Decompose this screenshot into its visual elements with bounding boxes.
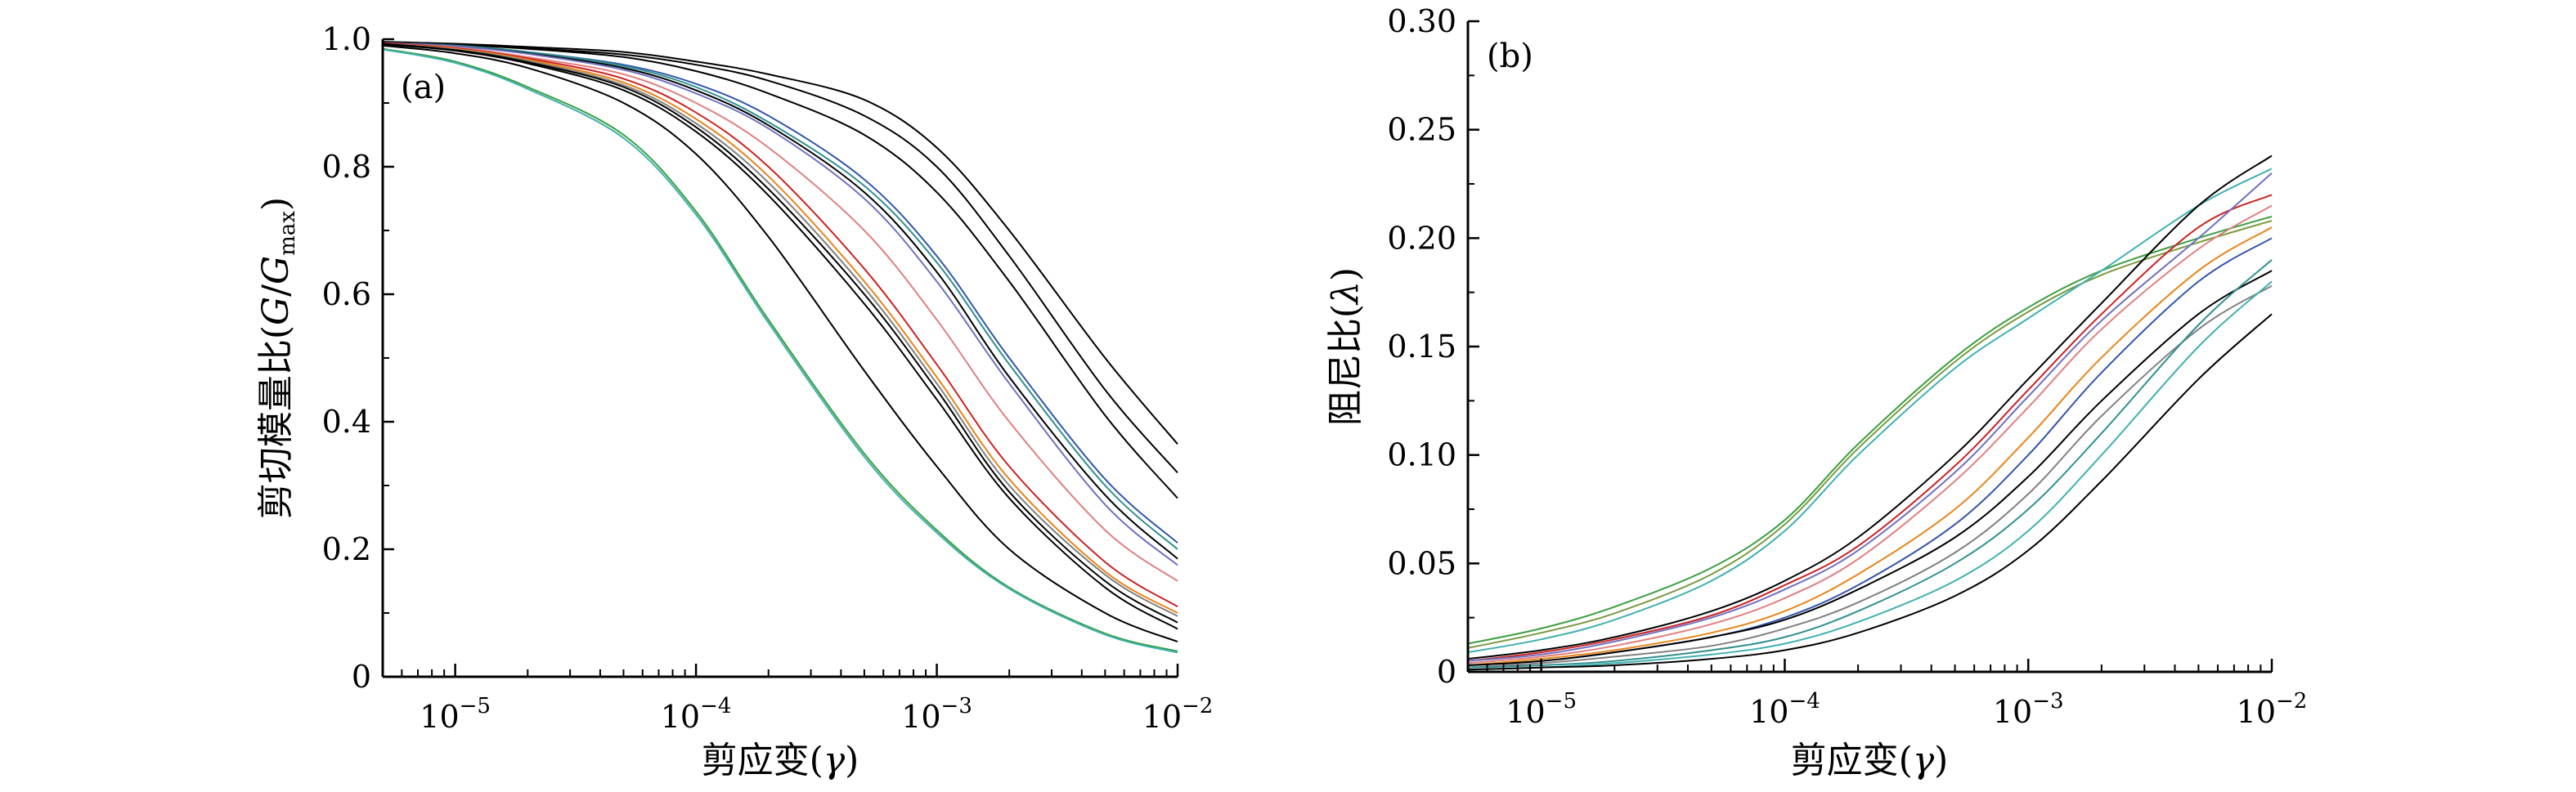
panel-a-series-line-13 <box>382 43 1178 630</box>
panel-a-series-line-2 <box>382 41 1178 474</box>
panel-b-x-tick-label-1: 10−4 <box>1749 689 1820 730</box>
panel-a-series-line-1 <box>382 41 1178 445</box>
panel-b-series-line-2 <box>1467 220 2273 649</box>
panel-b-y-tick-label-2: 0.10 <box>1387 437 1456 473</box>
panel-a-series-line-12 <box>382 43 1178 624</box>
panel-a-y-tick-label-1: 0.2 <box>322 531 371 567</box>
panel-b-x-tick-label-2: 10−3 <box>1993 689 2064 730</box>
panel-a-series-line-10 <box>382 43 1178 614</box>
panel-b-series-line-3 <box>1467 168 2273 654</box>
panel-b-series-line-6 <box>1467 172 2273 662</box>
panel-b-axes: 0 0.05 0.10 0.15 0.20 0.25 0.30 10−5 10−4 10−3 10−… <box>1387 3 2307 730</box>
panel-a-x-tick-label-2: 10−3 <box>901 694 972 735</box>
panel-b-y-tick-label-5: 0.25 <box>1387 112 1456 148</box>
panel-b-series-line-12 <box>1467 259 2273 669</box>
panel-b-series-line-11 <box>1467 284 2273 669</box>
panel-b-y-tick-label-1: 0.05 <box>1387 545 1456 581</box>
panel-b-series-line-1 <box>1467 215 2273 645</box>
panel-b-series <box>1467 154 2273 671</box>
panel-a-x-tick-label-0: 10−5 <box>420 694 491 735</box>
panel-a-series-line-4 <box>382 41 1178 544</box>
panel-b-y-tick-label-3: 0.15 <box>1387 329 1456 365</box>
panel-b-y-tick-label-4: 0.20 <box>1387 220 1456 256</box>
panel-b: 0 0.05 0.10 0.15 0.20 0.25 0.30 10−5 10−4 10−3 10−… <box>1325 3 2307 781</box>
panel-b-series-line-10 <box>1467 270 2273 666</box>
panel-b-y-axis-title: 阻尼比(λ) <box>1325 267 1367 426</box>
panel-b-series-line-13 <box>1467 280 2273 671</box>
panel-b-series-line-14 <box>1467 313 2273 671</box>
panel-b-series-line-4 <box>1467 154 2273 660</box>
panel-b-label: (b) <box>1487 38 1533 75</box>
panel-a-label: (a) <box>401 69 446 106</box>
panel-b-series-line-7 <box>1467 204 2273 664</box>
panel-a-y-tick-label-0: 0 <box>352 659 371 695</box>
panel-a-series-line-5 <box>382 41 1178 550</box>
panel-a-y-tick-label-2: 0.4 <box>322 404 371 440</box>
panel-a-series-line-16 <box>382 48 1178 654</box>
panel-a-y-axis-title: 剪切模量比(G/Gmax) <box>255 197 300 519</box>
panel-a-series-line-11 <box>382 43 1178 617</box>
panel-a: 0 0.2 0.4 0.6 0.8 1.0 10−5 10−4 10−3 10−2 (a) 剪切模… <box>255 21 1213 781</box>
panel-b-x-axis-title: 剪应变(γ) <box>1791 740 1949 781</box>
panel-a-y-tick-label-5: 1.0 <box>322 21 371 57</box>
panel-a-x-tick-label-1: 10−4 <box>661 694 732 735</box>
panel-a-y-tick-label-3: 0.6 <box>322 276 371 312</box>
panel-b-series-line-8 <box>1467 226 2273 666</box>
panel-a-y-tick-label-4: 0.8 <box>322 149 371 185</box>
panel-a-series-line-14 <box>382 44 1178 643</box>
panel-a-series <box>382 41 1178 654</box>
panel-b-y-tick-label-0: 0 <box>1437 654 1456 690</box>
panel-b-x-tick-label-3: 10−2 <box>2237 689 2308 730</box>
panel-a-series-line-8 <box>382 42 1178 582</box>
panel-a-series-line-7 <box>382 42 1178 566</box>
panel-a-x-tick-label-3: 10−2 <box>1142 694 1214 735</box>
panel-a-x-axis-title: 剪应变(γ) <box>702 740 859 781</box>
panel-a-series-line-15 <box>382 47 1178 652</box>
panel-a-series-line-9 <box>382 42 1178 608</box>
panel-a-series-line-3 <box>382 41 1178 499</box>
panel-b-series-line-5 <box>1467 194 2273 662</box>
panel-b-y-tick-label-6: 0.30 <box>1387 3 1456 39</box>
panel-b-x-tick-label-0: 10−5 <box>1506 689 1577 730</box>
panel-a-axes: 0 0.2 0.4 0.6 0.8 1.0 10−5 10−4 10−3 10−2 <box>322 21 1214 735</box>
panel-b-series-line-9 <box>1467 237 2273 666</box>
